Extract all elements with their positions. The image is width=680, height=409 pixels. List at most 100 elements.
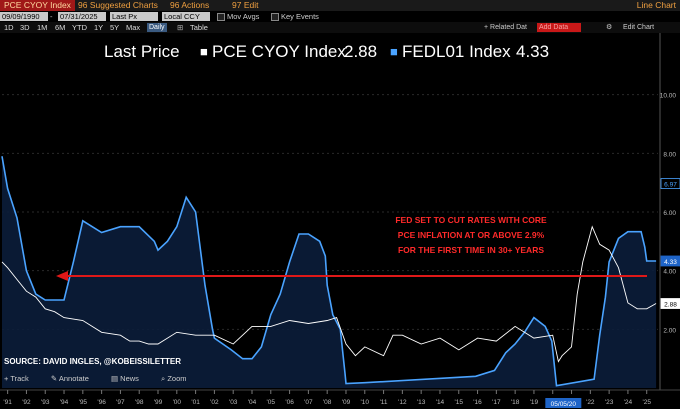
range-6m[interactable]: 6M [55, 23, 66, 32]
actions-menu[interactable]: 96 Actions [170, 0, 210, 10]
x-tick-label: '96 [97, 399, 106, 406]
legend-series-pce: PCE CYOY Index [212, 42, 346, 61]
y-tick-label: 6.00 [663, 210, 676, 217]
related-data-button[interactable]: + Related Dat [484, 24, 527, 31]
price-field-select[interactable]: Last Px [110, 12, 158, 21]
x-tick-label: '17 [492, 399, 501, 406]
range-3d[interactable]: 3D [20, 23, 30, 32]
range-5y[interactable]: 5Y [110, 23, 120, 32]
range-bar: 1D 3D 1M 6M YTD 1Y 5Y Max Daily ⊞ Table … [0, 22, 680, 33]
news-tool[interactable]: ▤ News [111, 374, 139, 383]
x-tick-label: '22 [586, 399, 595, 406]
x-tick-label: '93 [41, 399, 50, 406]
x-tick-label: '01 [191, 399, 200, 406]
range-1m[interactable]: 1M [37, 23, 48, 32]
key-events-label: Key Events [281, 12, 319, 21]
y-tick-label: 10.00 [660, 93, 677, 100]
legend-last-price: Last Price [104, 42, 180, 61]
y-tick-label: 8.00 [663, 151, 676, 158]
x-axis: '91 '92 '93 '94 '95 '96 '97 '98 '99 '00 '01 '02 '03 '… [0, 389, 680, 408]
x-tick-label: '99 [154, 399, 163, 406]
bottom-toolbar: + Track ✎ Annotate ▤ News ⌕ Zoom [4, 374, 207, 384]
track-tool[interactable]: + Track [4, 374, 29, 383]
x-tick-label: '11 [380, 399, 388, 406]
price-tag-label: 6.97 [664, 182, 677, 189]
legend: Last Price ■ PCE CYOY Index 2.88 ■ FEDL0… [92, 37, 564, 67]
x-tick-label: '00 [173, 399, 182, 406]
x-tick-label: '91 [3, 399, 12, 406]
currency-select[interactable]: Local CCY [162, 12, 210, 21]
legend-value-fed: 4.33 [516, 42, 550, 61]
security-title[interactable]: PCE CYOY Index [0, 0, 75, 11]
date-separator: - [50, 12, 53, 21]
x-tick-label: '23 [605, 399, 614, 406]
range-1y[interactable]: 1Y [94, 23, 104, 32]
x-tick-label: '02 [210, 399, 219, 406]
end-date-field[interactable]: 07/31/2025 [58, 12, 106, 21]
suggested-charts-menu[interactable]: 96 Suggested Charts [78, 0, 158, 10]
x-tick-label: '14 [436, 399, 445, 406]
price-tag-label: 2.88 [664, 302, 677, 309]
mov-avgs-label: Mov Avgs [227, 12, 260, 21]
mov-avgs-checkbox[interactable] [217, 13, 225, 21]
price-tags: 6.97 4.33 2.88 [660, 178, 680, 309]
top-toolbar: PCE CYOY Index 96 Suggested Charts 96 Ac… [0, 0, 680, 11]
zoom-tool[interactable]: ⌕ Zoom [161, 374, 187, 383]
range-ytd[interactable]: YTD [72, 23, 87, 32]
x-tick-label: '03 [229, 399, 238, 406]
pce-legend-marker: ■ [200, 44, 208, 59]
x-tick-label: '94 [60, 399, 69, 406]
cursor-date-label: 05/05/20 [551, 401, 577, 408]
pce-line [1, 225, 657, 363]
legend-series-fed: FEDL01 Index [402, 42, 511, 61]
x-tick-label: '07 [304, 399, 313, 406]
annotation-line-2: PCE INFLATION AT OR ABOVE 2.9% [397, 230, 545, 240]
x-tick-label: '92 [22, 399, 31, 406]
fed-funds-area [2, 156, 657, 388]
range-max[interactable]: Max [126, 23, 141, 32]
x-tick-label: '04 [248, 399, 257, 406]
news-tool-label: News [120, 374, 139, 383]
x-tick-label: '19 [530, 399, 539, 406]
annotate-tool-label: Annotate [58, 374, 89, 383]
x-tick-label: '09 [342, 399, 351, 406]
frequency-select[interactable]: Daily [147, 23, 167, 32]
y-axis: 2.00 4.00 6.00 8.00 10.00 [660, 93, 677, 335]
annotation-line-1: FED SET TO CUT RATES WITH CORE [395, 215, 547, 225]
annotate-tool[interactable]: ✎ Annotate [50, 374, 89, 383]
x-tick-label: '15 [455, 399, 464, 406]
start-date-field[interactable]: 09/09/1990 [0, 12, 48, 21]
x-tick-label: '97 [116, 399, 125, 406]
price-tag-box [660, 298, 680, 309]
x-tick-label: '10 [361, 399, 370, 406]
annotation-line-3: FOR THE FIRST TIME IN 30+ YEARS [397, 245, 545, 255]
x-tick-label: '13 [417, 399, 426, 406]
x-tick-label: '25 [642, 399, 651, 406]
arrow-head [56, 271, 68, 281]
zoom-tool-label: Zoom [167, 374, 187, 383]
x-tick-label: '06 [285, 399, 294, 406]
controls-bar: 09/09/1990 - 07/31/2025 Last Px Local CC… [0, 11, 680, 22]
cursor-date-box [545, 398, 582, 408]
gear-icon[interactable]: ⚙ [606, 24, 613, 31]
track-tool-label: Track [10, 374, 29, 383]
source-credit: SOURCE: DAVID INGLES, @KOBEISSILETTER [4, 357, 181, 366]
annotation-text: FED SET TO CUT RATES WITH CORE PCE INFLA… [360, 213, 582, 258]
price-tag-box [660, 178, 680, 189]
x-tick-label: '18 [511, 399, 520, 406]
range-1d[interactable]: 1D [4, 23, 14, 32]
fed-legend-marker: ■ [390, 44, 398, 59]
chart-type-label[interactable]: Line Chart [636, 0, 676, 10]
edit-menu[interactable]: 97 Edit [232, 0, 259, 10]
x-tick-label: '12 [398, 399, 407, 406]
key-events-checkbox[interactable] [271, 13, 279, 21]
grid-lines [2, 94, 658, 330]
add-data-input[interactable]: Add Data [537, 23, 581, 32]
x-tick-label: '16 [473, 399, 482, 406]
chart-type-icon[interactable]: ⊞ [177, 23, 184, 32]
table-toggle[interactable]: Table [190, 23, 208, 32]
edit-chart-button[interactable]: Edit Chart [623, 24, 655, 31]
fed-funds-line [1, 156, 657, 387]
x-tick-label: '05 [267, 399, 276, 406]
